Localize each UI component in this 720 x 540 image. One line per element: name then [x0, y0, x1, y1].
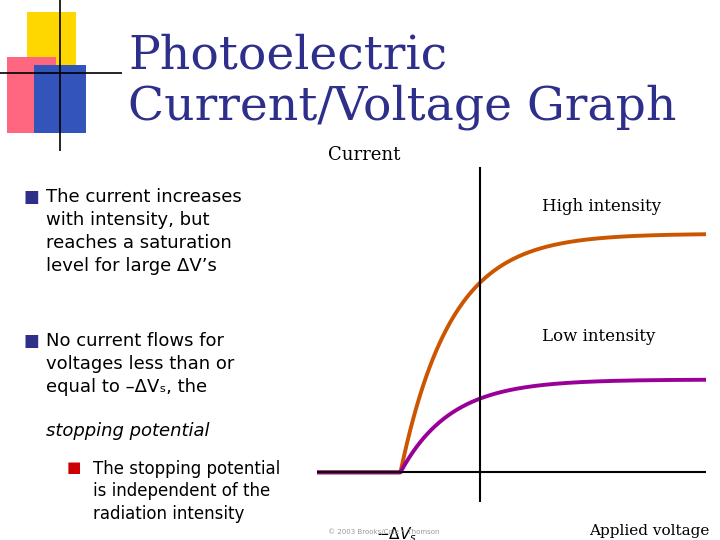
- Text: Current: Current: [328, 146, 401, 164]
- Bar: [27, 12, 76, 87]
- Bar: [7, 57, 56, 133]
- Text: Applied voltage: Applied voltage: [589, 524, 709, 538]
- Text: ■: ■: [66, 460, 81, 475]
- Text: $-\Delta V_s$: $-\Delta V_s$: [376, 525, 417, 540]
- Text: ■: ■: [23, 332, 39, 350]
- Text: The stopping potential
is independent of the
radiation intensity: The stopping potential is independent of…: [93, 460, 280, 523]
- Text: stopping potential: stopping potential: [46, 422, 210, 440]
- Text: No current flows for
voltages less than or
equal to –ΔVₛ, the: No current flows for voltages less than …: [46, 332, 235, 396]
- Text: Photoelectric
Current/Voltage Graph: Photoelectric Current/Voltage Graph: [128, 33, 677, 130]
- Bar: [35, 65, 86, 133]
- Text: © 2003 Brooks/Cole • Thomson: © 2003 Brooks/Cole • Thomson: [328, 528, 439, 535]
- Text: Low intensity: Low intensity: [542, 328, 656, 345]
- Text: High intensity: High intensity: [542, 198, 662, 214]
- Text: The current increases
with intensity, but
reaches a saturation
level for large Δ: The current increases with intensity, bu…: [46, 188, 242, 275]
- Text: ■: ■: [23, 188, 39, 206]
